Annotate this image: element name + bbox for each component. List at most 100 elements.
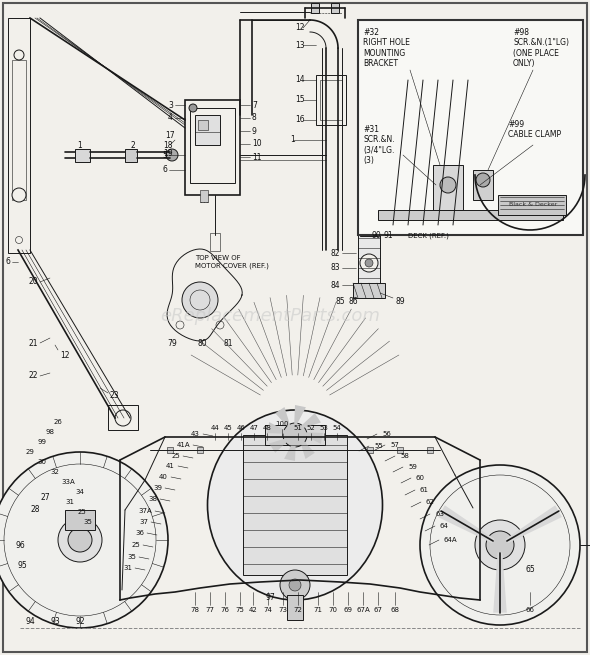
- Text: 48: 48: [263, 425, 271, 431]
- Bar: [108, 405, 138, 430]
- Text: 63: 63: [435, 511, 444, 517]
- Bar: [75, 149, 90, 162]
- Text: 54: 54: [333, 425, 342, 431]
- Text: 82: 82: [330, 248, 340, 257]
- Text: #98
SCR.&N.(1"LG)
(ONE PLACE
ONLY): #98 SCR.&N.(1"LG) (ONE PLACE ONLY): [513, 28, 569, 68]
- Text: 42: 42: [248, 607, 257, 613]
- Circle shape: [14, 50, 24, 60]
- Text: 40: 40: [159, 474, 168, 480]
- Text: 37A: 37A: [138, 508, 152, 514]
- Bar: [210, 233, 220, 251]
- Text: 22: 22: [28, 371, 38, 381]
- Text: 60: 60: [416, 475, 425, 481]
- Text: 5: 5: [162, 151, 167, 160]
- Bar: [257, 447, 263, 453]
- Circle shape: [486, 531, 514, 559]
- Text: 45: 45: [224, 425, 232, 431]
- Text: 70: 70: [329, 607, 337, 613]
- Text: 66: 66: [526, 607, 535, 613]
- Text: 94: 94: [25, 618, 35, 626]
- Bar: [358, 233, 380, 291]
- Text: 25: 25: [171, 453, 180, 459]
- Bar: [125, 149, 137, 162]
- Bar: [358, 20, 583, 235]
- Text: 13: 13: [296, 41, 305, 50]
- Circle shape: [476, 173, 490, 187]
- Text: 97: 97: [265, 593, 275, 603]
- Bar: [8, 18, 30, 253]
- Bar: [243, 435, 347, 575]
- Circle shape: [283, 423, 307, 447]
- Bar: [311, 3, 319, 13]
- Bar: [337, 447, 343, 453]
- Circle shape: [420, 465, 580, 625]
- Text: 31: 31: [65, 499, 74, 505]
- Text: 68: 68: [391, 607, 399, 613]
- Text: 86: 86: [348, 297, 358, 305]
- Bar: [331, 3, 339, 13]
- Bar: [287, 595, 303, 620]
- Bar: [12, 60, 26, 200]
- Text: 23: 23: [110, 390, 120, 400]
- Bar: [197, 447, 203, 453]
- Bar: [190, 108, 235, 183]
- Bar: [320, 80, 342, 120]
- Polygon shape: [438, 505, 494, 543]
- Bar: [265, 425, 325, 445]
- Text: 29: 29: [25, 449, 34, 455]
- Circle shape: [115, 410, 131, 426]
- Text: 65: 65: [525, 565, 535, 574]
- Text: 58: 58: [400, 453, 409, 459]
- Circle shape: [182, 282, 218, 318]
- Text: 1: 1: [290, 136, 295, 145]
- Polygon shape: [269, 436, 292, 453]
- Text: 44: 44: [211, 425, 219, 431]
- Text: 26: 26: [54, 419, 63, 425]
- Polygon shape: [299, 436, 315, 459]
- Text: 32: 32: [51, 469, 60, 475]
- Text: 19: 19: [163, 149, 173, 157]
- Text: 12: 12: [296, 24, 305, 33]
- Text: 2: 2: [130, 141, 135, 149]
- Polygon shape: [267, 422, 290, 434]
- Text: 6: 6: [162, 166, 167, 174]
- Text: 18: 18: [163, 141, 173, 149]
- Text: 67A: 67A: [356, 607, 370, 613]
- Bar: [200, 190, 208, 202]
- Text: 81: 81: [223, 339, 232, 348]
- Text: #32
RIGHT HOLE
MOUNTING
BRACKET: #32 RIGHT HOLE MOUNTING BRACKET: [363, 28, 410, 68]
- Text: 38: 38: [148, 496, 157, 502]
- Text: 89: 89: [395, 297, 405, 305]
- Bar: [498, 195, 566, 215]
- Text: TOP VIEW OF
MOTOR COVER (REF.): TOP VIEW OF MOTOR COVER (REF.): [195, 255, 269, 269]
- Text: 56: 56: [382, 431, 391, 437]
- Text: 71: 71: [313, 607, 323, 613]
- Text: 17: 17: [165, 132, 175, 141]
- Text: #31
SCR.&N.
(3/4"LG.
(3): #31 SCR.&N. (3/4"LG. (3): [363, 125, 395, 165]
- Text: 75: 75: [235, 607, 244, 613]
- Bar: [427, 447, 433, 453]
- Text: 34: 34: [76, 489, 84, 495]
- Text: 52: 52: [307, 425, 316, 431]
- Text: DECK (REF.): DECK (REF.): [408, 233, 449, 239]
- Text: 41: 41: [166, 463, 175, 469]
- Text: 74: 74: [264, 607, 273, 613]
- Text: 39: 39: [153, 485, 162, 491]
- Text: 25: 25: [78, 509, 86, 515]
- Text: 10: 10: [252, 140, 261, 149]
- Text: 92: 92: [75, 618, 85, 626]
- Bar: [473, 170, 493, 200]
- Text: 3: 3: [168, 100, 173, 109]
- Bar: [297, 447, 303, 453]
- Bar: [397, 447, 403, 453]
- Bar: [185, 100, 240, 195]
- Text: 90: 90: [371, 231, 381, 240]
- Circle shape: [365, 259, 373, 267]
- Circle shape: [475, 520, 525, 570]
- Text: 36: 36: [135, 530, 144, 536]
- Circle shape: [0, 452, 168, 628]
- Text: 33A: 33A: [61, 479, 75, 485]
- Text: 7: 7: [252, 100, 257, 109]
- Text: 93: 93: [50, 618, 60, 626]
- Text: 62: 62: [426, 499, 435, 505]
